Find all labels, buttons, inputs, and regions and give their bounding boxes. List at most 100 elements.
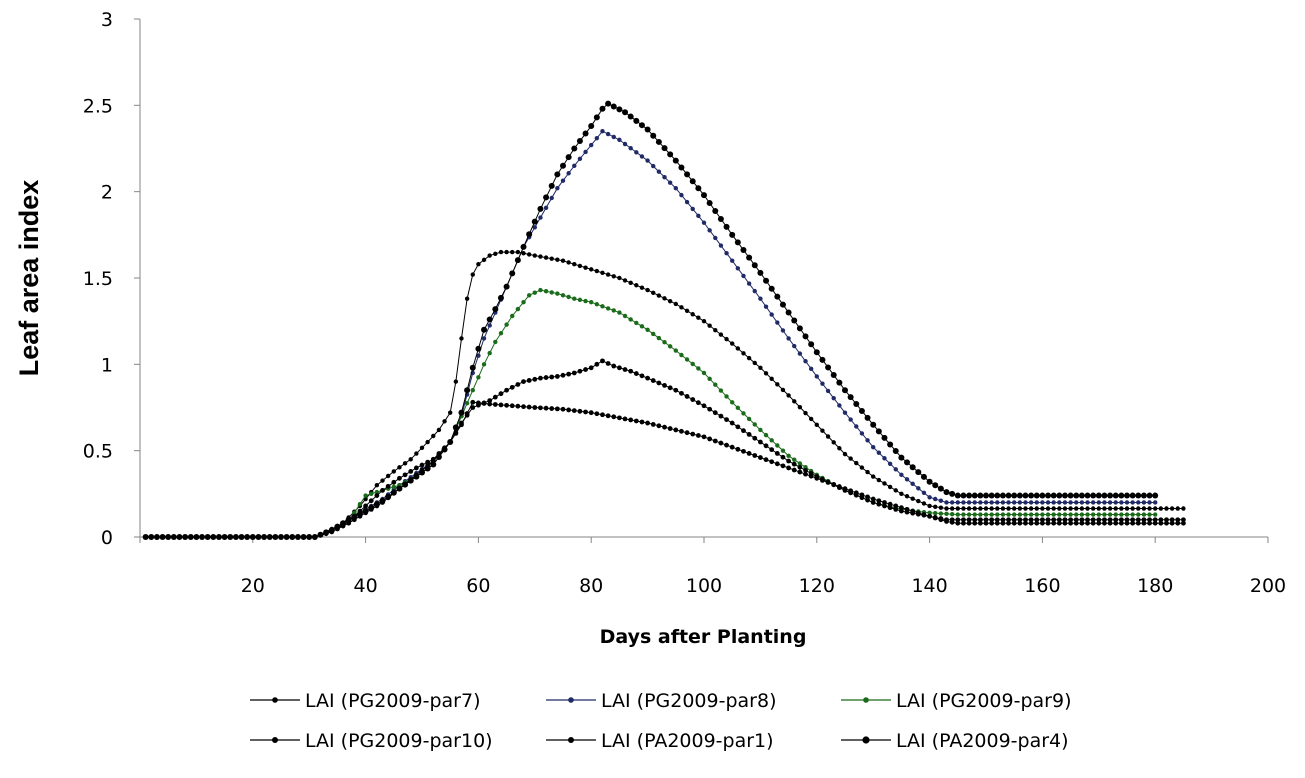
data-point xyxy=(899,491,904,497)
data-point xyxy=(1175,506,1180,511)
data-point xyxy=(396,485,403,492)
data-point xyxy=(1141,506,1147,511)
x-tick-label: 80 xyxy=(579,575,603,597)
series-6 xyxy=(142,100,1159,540)
data-point xyxy=(932,515,938,521)
data-point xyxy=(983,500,989,505)
data-point xyxy=(949,500,955,505)
data-point xyxy=(758,365,763,370)
data-point xyxy=(887,505,893,511)
data-point xyxy=(875,428,882,435)
data-point xyxy=(1028,517,1034,523)
data-point xyxy=(1152,492,1159,499)
data-point xyxy=(515,249,521,255)
data-point xyxy=(294,534,301,540)
data-point xyxy=(966,506,972,511)
data-point xyxy=(600,270,605,276)
data-point xyxy=(589,142,594,148)
data-point xyxy=(904,459,911,466)
data-point xyxy=(385,493,392,500)
data-point xyxy=(476,261,481,267)
data-point xyxy=(622,367,628,372)
data-point xyxy=(588,410,594,416)
data-point xyxy=(1181,520,1186,526)
data-point xyxy=(746,432,752,437)
data-point xyxy=(1056,492,1063,499)
data-point xyxy=(1135,517,1141,523)
data-point xyxy=(510,249,515,255)
data-point xyxy=(492,306,499,313)
data-point xyxy=(1118,520,1124,526)
data-point xyxy=(870,500,876,505)
data-point xyxy=(238,534,245,540)
data-point xyxy=(1074,506,1079,511)
data-point xyxy=(831,440,836,445)
data-point xyxy=(1118,517,1124,523)
data-point xyxy=(356,510,363,517)
data-point xyxy=(989,500,994,505)
data-point xyxy=(949,512,955,517)
data-point xyxy=(983,520,989,526)
data-point xyxy=(893,503,899,509)
data-point xyxy=(363,503,368,509)
legend-swatch-marker xyxy=(862,736,870,744)
data-point xyxy=(1028,512,1034,517)
data-point xyxy=(983,512,989,517)
data-point xyxy=(1068,500,1073,505)
data-point xyxy=(701,403,707,409)
data-point xyxy=(791,317,798,324)
data-point xyxy=(730,258,735,263)
data-point xyxy=(966,520,972,526)
data-point xyxy=(1073,517,1079,523)
data-point xyxy=(730,400,735,405)
series-4 xyxy=(143,358,1186,540)
data-point xyxy=(1045,492,1052,499)
data-point xyxy=(1107,500,1113,505)
data-point xyxy=(769,459,775,465)
data-point xyxy=(448,410,453,415)
data-point xyxy=(1023,517,1028,523)
data-point xyxy=(1113,506,1118,511)
legend-swatch-marker xyxy=(568,737,574,743)
data-point xyxy=(978,500,983,505)
data-point xyxy=(1102,500,1107,505)
y-tick-label: 1.5 xyxy=(83,268,113,290)
data-point xyxy=(662,383,667,388)
series-3 xyxy=(143,287,1158,540)
data-point xyxy=(910,508,916,514)
data-point xyxy=(509,270,516,277)
data-point xyxy=(610,103,617,110)
data-point xyxy=(825,434,831,439)
data-point xyxy=(414,451,419,456)
data-point xyxy=(611,274,616,279)
data-point xyxy=(566,171,571,176)
data-point xyxy=(639,419,645,425)
data-point xyxy=(904,477,910,482)
data-point xyxy=(983,517,989,523)
data-point xyxy=(515,306,521,312)
data-point xyxy=(334,523,341,530)
data-point xyxy=(718,243,724,248)
data-point xyxy=(825,388,831,394)
data-point xyxy=(521,404,526,410)
data-point xyxy=(470,272,475,277)
series-line xyxy=(145,289,1156,538)
data-point xyxy=(1074,500,1079,505)
data-point xyxy=(650,378,656,383)
data-point xyxy=(842,410,848,415)
data-point xyxy=(712,438,718,444)
data-point xyxy=(966,492,973,499)
data-point xyxy=(695,400,701,406)
data-point xyxy=(656,335,662,341)
data-point xyxy=(600,412,605,418)
data-point xyxy=(633,371,639,376)
data-point xyxy=(1146,492,1153,499)
data-point xyxy=(813,349,820,356)
data-point xyxy=(261,534,268,540)
data-point xyxy=(515,403,521,409)
data-point xyxy=(972,506,977,511)
data-point xyxy=(655,138,662,145)
data-point xyxy=(972,500,977,505)
data-point xyxy=(876,450,882,455)
data-point xyxy=(656,380,662,386)
